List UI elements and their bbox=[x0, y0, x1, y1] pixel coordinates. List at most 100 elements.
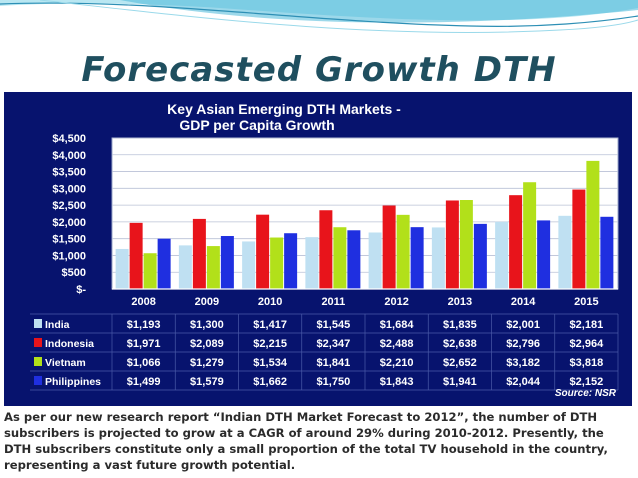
data-label: $1,066 bbox=[127, 357, 161, 369]
y-tick-label: $4,000 bbox=[52, 150, 86, 162]
data-label: $1,684 bbox=[380, 319, 415, 331]
data-label: $2,796 bbox=[506, 338, 540, 350]
bar-indonesia-2009 bbox=[192, 218, 206, 289]
data-label: $2,089 bbox=[190, 338, 224, 350]
bar-vietnam-2009 bbox=[206, 246, 220, 289]
data-label: $1,971 bbox=[127, 338, 161, 350]
bar-philippines-2014 bbox=[537, 220, 551, 289]
bar-india-2013 bbox=[431, 227, 445, 289]
bar-indonesia-2013 bbox=[445, 200, 459, 289]
bar-philippines-2008 bbox=[157, 238, 171, 289]
bar-vietnam-2010 bbox=[270, 237, 284, 289]
y-tick-label: $500 bbox=[62, 267, 86, 279]
bars bbox=[112, 160, 618, 290]
legend-swatch-indonesia bbox=[34, 338, 42, 347]
bar-indonesia-2015 bbox=[572, 189, 586, 289]
legend-series-name: Vietnam bbox=[45, 357, 86, 369]
chart-subtitle: GDP per Capita Growth bbox=[179, 117, 334, 133]
bar-india-2015 bbox=[558, 215, 572, 289]
legend-swatch-vietnam bbox=[34, 357, 42, 366]
x-tick-label: 2009 bbox=[195, 296, 219, 308]
legend-data-table: India $1,193 $1,300 $1,417 $1,545 $1,684 $1,83… bbox=[30, 313, 619, 391]
x-tick-label: 2011 bbox=[321, 296, 345, 308]
legend-swatch-philippines bbox=[34, 376, 42, 385]
data-label: $1,279 bbox=[190, 357, 224, 369]
bar-vietnam-2014 bbox=[523, 182, 537, 289]
data-label: $2,181 bbox=[570, 319, 604, 331]
bar-india-2010 bbox=[242, 241, 256, 289]
body-paragraph: As per our new research report “Indian D… bbox=[4, 410, 608, 472]
data-label: $1,193 bbox=[127, 319, 161, 331]
chart-source: Source: NSR bbox=[555, 388, 617, 399]
bar-vietnam-2015 bbox=[586, 160, 600, 289]
bar-indonesia-2008 bbox=[129, 222, 143, 289]
bar-indonesia-2012 bbox=[382, 205, 396, 289]
bar-philippines-2013 bbox=[473, 223, 487, 289]
data-label: $1,499 bbox=[127, 376, 161, 388]
data-label: $2,488 bbox=[380, 338, 414, 350]
data-label: $1,841 bbox=[317, 357, 351, 369]
legend-swatch-india bbox=[34, 319, 42, 328]
bar-india-2012 bbox=[368, 232, 382, 289]
bar-indonesia-2014 bbox=[509, 195, 523, 289]
bar-india-2014 bbox=[495, 221, 509, 289]
data-label: $2,152 bbox=[570, 376, 604, 388]
bar-india-2011 bbox=[305, 237, 319, 289]
y-tick-label: $2,500 bbox=[52, 200, 86, 212]
bar-philippines-2010 bbox=[284, 233, 298, 289]
data-label: $2,001 bbox=[506, 319, 540, 331]
data-label: $1,662 bbox=[253, 376, 287, 388]
data-label: $1,417 bbox=[253, 319, 287, 331]
gdp-bar-chart: Key Asian Emerging DTH Markets - GDP per… bbox=[30, 101, 619, 399]
data-label: $3,182 bbox=[506, 357, 540, 369]
chart-panel: Key Asian Emerging DTH Markets - GDP per… bbox=[4, 92, 632, 406]
data-label: $3,818 bbox=[570, 357, 604, 369]
bar-indonesia-2011 bbox=[319, 210, 333, 289]
legend-series-name: Philippines bbox=[45, 376, 101, 388]
x-tick-label: 2008 bbox=[131, 296, 155, 308]
data-label: $2,638 bbox=[443, 338, 477, 350]
data-label: $2,964 bbox=[570, 338, 605, 350]
data-label: $1,534 bbox=[253, 357, 288, 369]
y-tick-label: $2,000 bbox=[52, 217, 86, 229]
data-label: $2,347 bbox=[317, 338, 351, 350]
bar-philippines-2015 bbox=[600, 216, 614, 289]
y-tick-label: $1,500 bbox=[52, 234, 86, 246]
data-label: $1,843 bbox=[380, 376, 414, 388]
bar-philippines-2011 bbox=[347, 230, 361, 289]
x-tick-label: 2012 bbox=[384, 296, 408, 308]
data-label: $1,835 bbox=[443, 319, 477, 331]
bar-vietnam-2008 bbox=[143, 253, 157, 289]
data-label: $2,215 bbox=[253, 338, 287, 350]
data-label: $1,941 bbox=[443, 376, 477, 388]
legend-series-name: Indonesia bbox=[45, 338, 94, 350]
y-tick-label: $3,500 bbox=[52, 167, 86, 179]
y-tick-label: $1,000 bbox=[52, 250, 86, 262]
data-label: $1,300 bbox=[190, 319, 224, 331]
bar-indonesia-2010 bbox=[256, 214, 270, 289]
bar-vietnam-2012 bbox=[396, 214, 410, 289]
bar-philippines-2009 bbox=[220, 236, 234, 289]
y-axis-tick-labels: $4,500 $4,000 $3,500 $3,000 $2,500 $2,000 $1,5… bbox=[52, 133, 86, 296]
data-label: $2,210 bbox=[380, 357, 414, 369]
bar-philippines-2012 bbox=[410, 227, 424, 289]
slide-title: Forecasted Growth DTH bbox=[81, 50, 557, 90]
data-label: $1,579 bbox=[190, 376, 224, 388]
bar-vietnam-2011 bbox=[333, 227, 347, 289]
bar-india-2008 bbox=[115, 248, 129, 289]
data-label: $2,044 bbox=[506, 376, 541, 388]
data-label: $1,545 bbox=[317, 319, 351, 331]
data-label: $2,652 bbox=[443, 357, 477, 369]
header-swoosh-decoration bbox=[0, 0, 638, 34]
x-tick-label: 2013 bbox=[448, 296, 472, 308]
chart-title: Key Asian Emerging DTH Markets - bbox=[167, 101, 401, 117]
legend-series-name: India bbox=[45, 319, 70, 331]
bar-vietnam-2013 bbox=[459, 200, 473, 289]
x-tick-label: 2015 bbox=[574, 296, 598, 308]
x-tick-label: 2010 bbox=[258, 296, 282, 308]
bar-india-2009 bbox=[178, 245, 192, 289]
data-label: $1,750 bbox=[317, 376, 351, 388]
y-tick-label: $- bbox=[76, 284, 86, 296]
y-tick-label: $3,000 bbox=[52, 183, 86, 195]
x-tick-label: 2014 bbox=[511, 296, 536, 308]
